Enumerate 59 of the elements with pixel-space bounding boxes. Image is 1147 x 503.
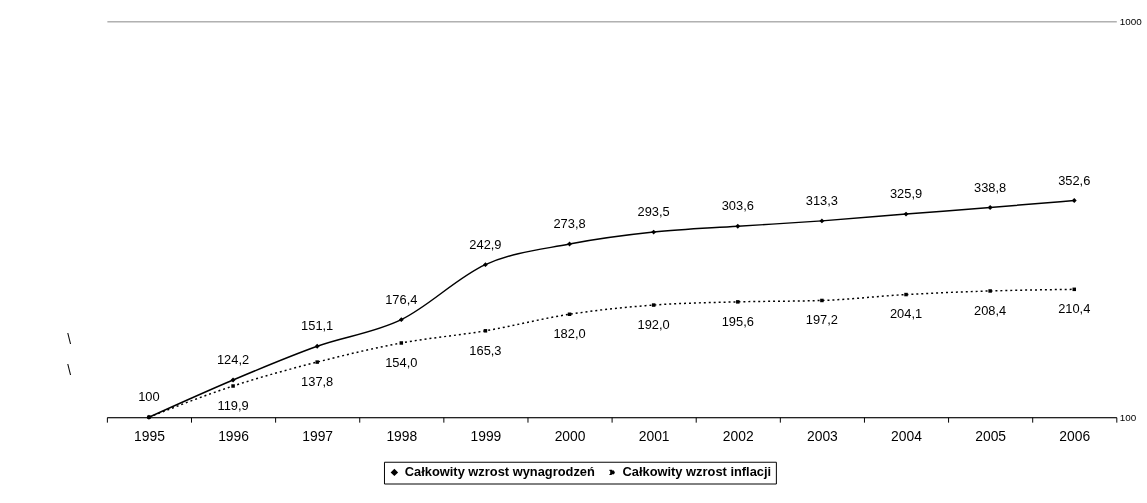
point	[903, 211, 909, 217]
point	[651, 229, 657, 235]
x-tick-label: 2000	[554, 428, 586, 445]
data-label: 195,6	[721, 313, 754, 329]
data-label: 303,6	[721, 198, 754, 214]
point	[482, 262, 488, 268]
data-label: 197,2	[805, 312, 838, 328]
point	[315, 360, 319, 364]
data-label: 273,8	[553, 216, 586, 232]
data-label: 119,9	[217, 397, 249, 413]
data-label: 313,3	[805, 193, 838, 209]
x-tick-label: 2003	[806, 428, 839, 445]
data-label: 176,4	[385, 291, 418, 307]
data-label: 242,9	[469, 236, 502, 252]
text: \	[67, 330, 72, 347]
data-label: 204,1	[889, 306, 923, 322]
x-tick-label: 1995	[134, 428, 166, 445]
x-tick-label: 1999	[470, 428, 502, 445]
data-label: 208,4	[974, 302, 1007, 318]
data-label: 210,4	[1058, 301, 1091, 317]
legend-label: Całkowity wzrost inflacji	[622, 464, 772, 480]
point	[988, 289, 992, 293]
point	[398, 317, 404, 323]
point	[399, 341, 404, 345]
point	[483, 329, 488, 333]
point	[904, 292, 908, 297]
y-tick-label: 1000	[1119, 15, 1143, 27]
data-label: 137,8	[301, 373, 334, 389]
point	[147, 415, 151, 419]
x-tick-label: 2002	[722, 428, 754, 445]
data-label: 124,2	[216, 352, 250, 368]
data-label: 338,8	[974, 179, 1007, 195]
point	[651, 303, 656, 307]
data-label: 192,0	[637, 316, 670, 332]
data-label: 165,3	[469, 342, 502, 358]
x-tick-label: 2004	[891, 428, 923, 445]
x-tick-label: 2005	[975, 428, 1007, 445]
x-tick-label: 2006	[1059, 428, 1091, 445]
point	[314, 343, 320, 349]
data-label: 151,1	[301, 318, 334, 334]
point	[1071, 198, 1077, 204]
point	[230, 377, 236, 383]
point	[819, 218, 825, 224]
legend-label: Całkowity wzrost wynagrodzeń	[404, 464, 595, 480]
data-label: 154,0	[385, 354, 418, 370]
x-tick-label: 1998	[386, 428, 418, 445]
point	[231, 384, 235, 388]
data-label: 182,0	[553, 326, 586, 342]
x-tick-label: 2001	[638, 428, 670, 445]
text: \	[67, 361, 72, 378]
point	[987, 204, 993, 210]
data-label: 100	[138, 389, 160, 405]
x-tick-label: 1997	[302, 428, 334, 445]
point	[820, 298, 824, 303]
data-label: 352,6	[1058, 172, 1091, 188]
x-tick-label: 1996	[218, 428, 250, 445]
data-label: 325,9	[889, 186, 923, 202]
data-label: 293,5	[637, 204, 670, 220]
point	[736, 300, 740, 304]
